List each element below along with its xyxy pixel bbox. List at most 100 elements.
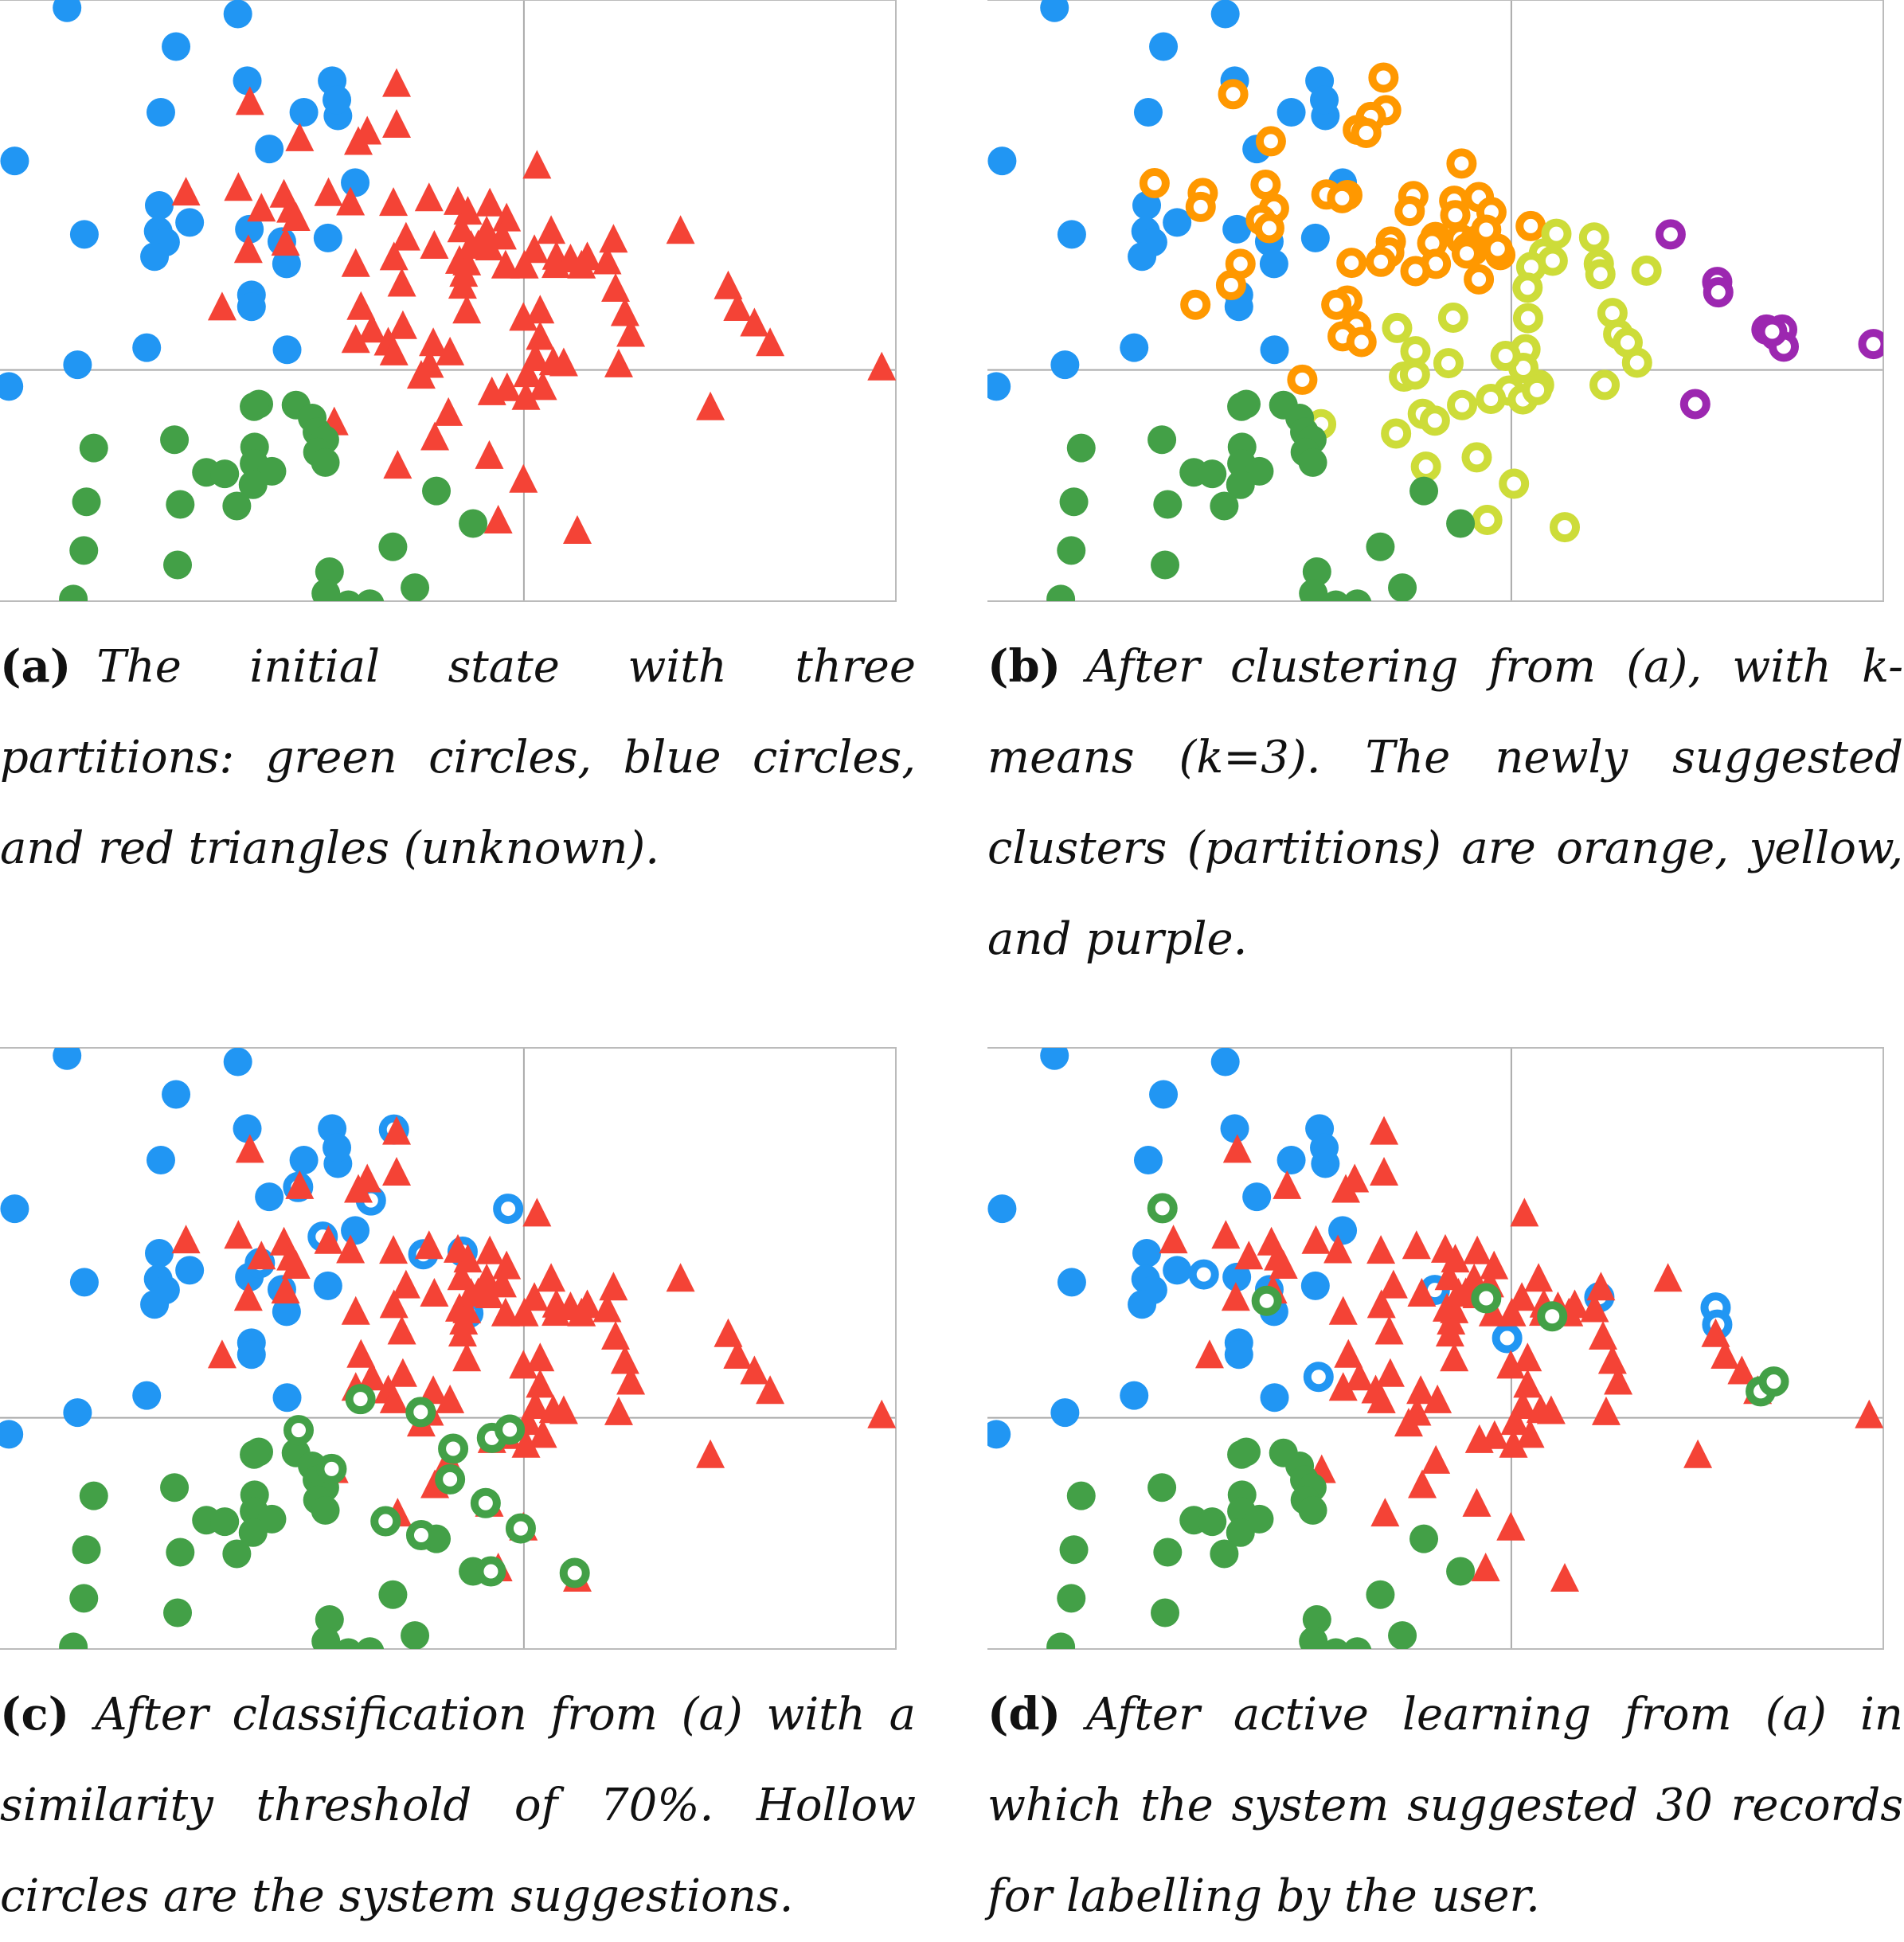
blue-point <box>272 335 302 365</box>
orange-hollow-point <box>1139 168 1170 199</box>
green-point <box>1046 584 1076 601</box>
blue-point <box>146 1145 175 1174</box>
yellow-hollow-point <box>1472 504 1503 535</box>
orange-hollow-point <box>1515 210 1546 241</box>
green-hollow-point <box>405 1520 436 1551</box>
red-triangle-point <box>1435 1318 1464 1347</box>
blue-point <box>1300 223 1330 252</box>
red-triangle-point <box>756 1375 785 1405</box>
red-triangle-point <box>1323 1234 1353 1264</box>
blue-point <box>1120 1381 1149 1410</box>
orange-hollow-point <box>1394 196 1425 227</box>
blue-point <box>289 1145 319 1174</box>
red-triangle-point <box>549 1395 578 1424</box>
green-point <box>1388 573 1417 601</box>
red-triangle-point <box>419 1375 448 1405</box>
red-triangle-point <box>235 86 264 115</box>
blue-point <box>145 190 174 220</box>
green-point <box>334 590 362 601</box>
green-hollow-point <box>495 1414 526 1445</box>
red-triangle-point <box>601 1320 631 1350</box>
green-point <box>1210 1539 1239 1569</box>
blue-hollow-point <box>1188 1259 1219 1290</box>
caption-label-d: (d) <box>987 1688 1061 1741</box>
red-triangle-point <box>341 248 370 277</box>
red-triangle-point <box>537 215 566 244</box>
orange-hollow-point <box>1446 148 1477 179</box>
green-point <box>1147 425 1177 455</box>
green-point <box>1059 487 1089 517</box>
caption-a: (a) The initial state with three partitio… <box>0 621 916 894</box>
green-point <box>1446 1557 1476 1586</box>
red-triangle-point <box>420 1278 449 1307</box>
green-point <box>163 550 193 580</box>
red-triangle-point <box>477 376 506 405</box>
red-triangle-point <box>1497 1297 1527 1327</box>
green-point <box>422 476 452 506</box>
red-triangle-point <box>314 177 343 206</box>
red-triangle-point <box>1515 1419 1545 1448</box>
green-hollow-point <box>505 1513 536 1544</box>
green-point <box>1151 1598 1180 1627</box>
red-triangle-point <box>379 1235 409 1264</box>
red-triangle-point <box>616 1366 646 1395</box>
blue-point <box>233 1114 262 1143</box>
red-triangle-point <box>285 122 315 151</box>
green-point <box>311 1627 341 1649</box>
purple-hollow-point <box>1679 389 1710 420</box>
green-point <box>1298 447 1327 477</box>
red-triangle-point <box>666 215 695 244</box>
green-point <box>69 536 99 565</box>
red-triangle-point <box>314 1225 343 1254</box>
blue-point <box>0 1420 24 1449</box>
red-triangle-point <box>1580 1293 1609 1323</box>
yellow-hollow-point <box>1381 418 1412 449</box>
red-triangle-point <box>1374 1315 1404 1345</box>
green-point <box>1227 1440 1257 1469</box>
yellow-hollow-point <box>1631 255 1662 286</box>
green-point <box>401 1621 430 1649</box>
yellow-hollow-point <box>1399 359 1430 390</box>
blue-point <box>289 97 319 127</box>
red-triangle-point <box>541 249 571 279</box>
caption-d: (d) After active learning from (a) in whi… <box>987 1669 1903 1942</box>
red-triangle-point <box>714 270 743 299</box>
red-triangle-point <box>436 1384 465 1413</box>
red-triangle-point <box>1234 1241 1264 1270</box>
red-triangle-point <box>452 1342 482 1372</box>
green-hollow-point <box>1758 1366 1789 1397</box>
blue-point <box>341 1216 370 1245</box>
red-triangle-point <box>224 1220 253 1249</box>
red-triangle-point <box>224 172 253 201</box>
yellow-hollow-point <box>1419 405 1450 436</box>
red-triangle-point <box>616 318 646 347</box>
yellow-hollow-point <box>1476 383 1507 414</box>
red-triangle-point <box>567 249 596 279</box>
blue-hollow-point <box>1492 1323 1523 1354</box>
blue-point <box>162 1080 191 1109</box>
orange-hollow-point <box>1218 79 1249 110</box>
red-triangle-point <box>420 230 449 260</box>
red-triangle-point <box>510 1297 539 1327</box>
red-triangle-point <box>1370 1498 1400 1527</box>
red-triangle-point <box>1334 1338 1363 1368</box>
purple-hollow-point <box>1858 329 1883 360</box>
red-triangle-point <box>1653 1263 1683 1292</box>
blue-point <box>1133 97 1163 127</box>
blue-point <box>0 1194 29 1224</box>
blue-point <box>1277 97 1306 127</box>
green-point <box>1147 1473 1177 1502</box>
blue-point <box>237 292 266 322</box>
red-triangle-point <box>281 201 311 231</box>
red-triangle-point <box>346 1338 376 1368</box>
caption-text-d: After active learning from (a) in which … <box>987 1689 1903 1922</box>
orange-hollow-point <box>1451 238 1482 269</box>
red-triangle-point <box>1273 1170 1302 1199</box>
yellow-hollow-point <box>1585 259 1616 290</box>
red-triangle-point <box>1496 1511 1526 1541</box>
red-triangle-point <box>1710 1340 1740 1370</box>
red-triangle-point <box>1222 1134 1252 1163</box>
red-triangle-point <box>1462 1487 1492 1517</box>
green-hollow-point <box>345 1384 376 1415</box>
red-triangle-point <box>487 1268 517 1298</box>
